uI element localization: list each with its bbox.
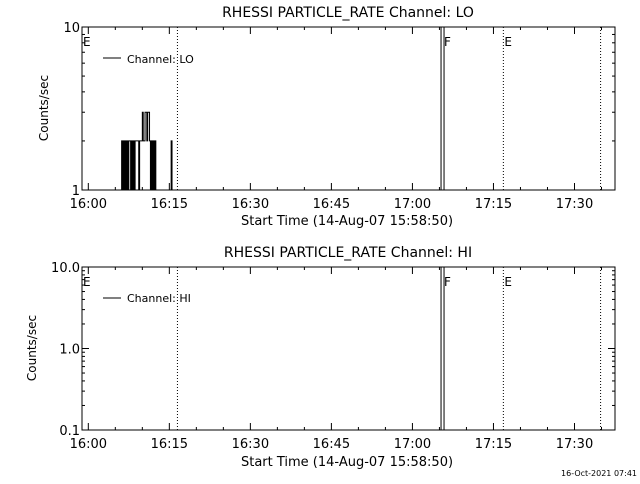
y-tick-label-hi: 0.1 [59, 424, 80, 439]
data-series-lo [120, 111, 177, 191]
x-axis-label-lo: Start Time (14-Aug-07 15:58:50) [241, 214, 453, 229]
y-tick-label-lo: 1 [72, 184, 80, 199]
event-marker-label-hi: E [83, 275, 91, 289]
y-axis-label-hi: Counts/sec [25, 315, 39, 381]
x-tick-label-hi: 16:00 [70, 437, 107, 452]
event-marker-label-lo: F [444, 35, 451, 49]
y-tick-label-hi: 1.0 [59, 343, 80, 358]
x-tick-label-hi: 17:00 [394, 437, 431, 452]
footer-timestamp: 16-Oct-2021 07:41 [561, 469, 637, 478]
x-tick-label-lo: 16:30 [232, 197, 269, 212]
x-tick-label-hi: 17:30 [556, 437, 593, 452]
x-tick-label-hi: 16:45 [313, 437, 350, 452]
x-tick-label-lo: 16:00 [70, 197, 107, 212]
y-tick-label-hi: 10.0 [51, 261, 80, 276]
chart-title-hi: RHESSI PARTICLE_RATE Channel: HI [224, 245, 472, 261]
event-marker-label-lo: E [504, 35, 512, 49]
x-axis-label-hi: Start Time (14-Aug-07 15:58:50) [241, 455, 453, 470]
plot-frame-lo [81, 26, 616, 191]
legend-label-hi: Channel: HI [127, 292, 191, 305]
x-tick-label-lo: 17:30 [556, 197, 593, 212]
x-tick-label-lo: 16:45 [313, 197, 350, 212]
x-tick-label-lo: 16:15 [151, 197, 188, 212]
x-tick-label-lo: 17:15 [475, 197, 512, 212]
chart-title-lo: RHESSI PARTICLE_RATE Channel: LO [222, 5, 474, 21]
x-tick-label-lo: 17:00 [394, 197, 431, 212]
y-axis-label-lo: Counts/sec [37, 75, 51, 141]
event-marker-label-lo: E [83, 35, 91, 49]
y-tick-label-lo: 10 [63, 21, 80, 36]
legend-label-lo: Channel: LO [127, 53, 194, 66]
x-tick-label-hi: 16:30 [232, 437, 269, 452]
x-tick-label-hi: 17:15 [475, 437, 512, 452]
x-tick-label-hi: 16:15 [151, 437, 188, 452]
event-marker-label-hi: F [444, 275, 451, 289]
event-marker-label-hi: E [504, 275, 512, 289]
